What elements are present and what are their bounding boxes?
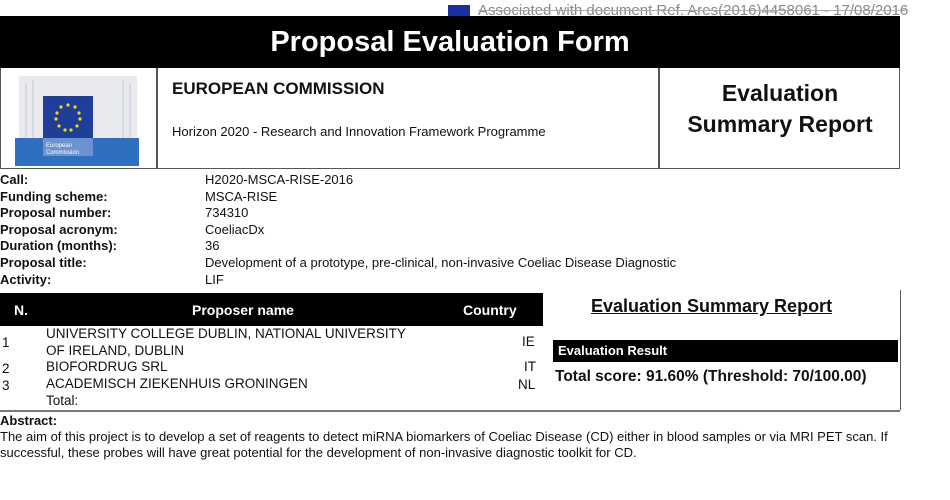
total-label: Total:	[46, 393, 79, 408]
evaluation-result-bar: Evaluation Result	[553, 340, 898, 362]
info-value: Development of a prototype, pre-clinical…	[205, 255, 677, 270]
info-value: LIF	[205, 271, 224, 287]
report-type: Evaluation Summary Report	[661, 78, 899, 140]
info-label: Duration (months):	[0, 238, 117, 254]
report-type-line2: Summary Report	[687, 111, 873, 137]
row-name-cont: OF IRELAND, DUBLIN	[46, 343, 185, 358]
header-box: European Commission EUROPEAN COMMISSION …	[0, 68, 900, 169]
info-value: MSCA-RISE	[205, 188, 278, 204]
svg-text:European: European	[46, 143, 72, 149]
info-label: Proposal acronym:	[0, 221, 118, 237]
col-proposer-name: Proposer name	[192, 302, 294, 318]
watermark: Associated with document Ref. Ares(2016)…	[478, 2, 909, 19]
report-type-line1: Evaluation	[721, 80, 839, 106]
proposal-info: Call: H2020-MSCA-RISE-2016 Funding scheme…	[0, 172, 900, 290]
col-country: Country	[463, 302, 517, 318]
info-label: Funding scheme:	[0, 188, 108, 204]
info-label: Call:	[0, 172, 29, 187]
org-name: EUROPEAN COMMISSION	[172, 79, 385, 98]
abstract-label: Abstract:	[0, 413, 58, 428]
summary-heading: Evaluation Summary Report	[591, 296, 833, 316]
page-title: Proposal Evaluation Form	[0, 16, 900, 68]
logo-cell: European Commission	[1, 68, 158, 168]
info-value: CoeliacDx	[205, 221, 265, 237]
total-score: Total score: 91.60% (Threshold: 70/100.0…	[555, 368, 867, 385]
info-value: 734310	[205, 205, 249, 221]
proposer-table-header: N. Proposer name Country	[0, 293, 543, 326]
row-country: IT	[524, 359, 536, 374]
org-cell: EUROPEAN COMMISSION Horizon 2020 - Resea…	[158, 68, 660, 168]
european-commission-logo: European Commission	[15, 76, 139, 166]
info-label: Proposal number:	[0, 205, 112, 221]
row-country: IE	[522, 334, 535, 349]
col-n: N.	[14, 302, 28, 318]
row-n: 3	[2, 378, 10, 393]
evaluation-summary-box: Evaluation Summary Report Evaluation Res…	[553, 290, 901, 410]
row-name: BIOFORDRUG SRL	[46, 359, 168, 374]
svg-text:Commission: Commission	[46, 150, 79, 156]
info-label: Proposal title:	[0, 255, 87, 270]
row-n: 1	[2, 335, 10, 350]
divider	[0, 410, 900, 412]
row-name: ACADEMISCH ZIEKENHUIS GRONINGEN	[46, 376, 308, 391]
info-value: 36	[205, 238, 220, 254]
row-n: 2	[2, 361, 10, 376]
row-name: UNIVERSITY COLLEGE DUBLIN, NATIONAL UNIV…	[46, 326, 406, 341]
row-country: NL	[518, 377, 536, 392]
programme-name: Horizon 2020 - Research and Innovation F…	[172, 124, 546, 139]
info-label: Activity:	[0, 271, 52, 287]
abstract-text: The aim of this project is to develop a …	[0, 429, 888, 460]
info-value: H2020-MSCA-RISE-2016	[205, 172, 354, 187]
